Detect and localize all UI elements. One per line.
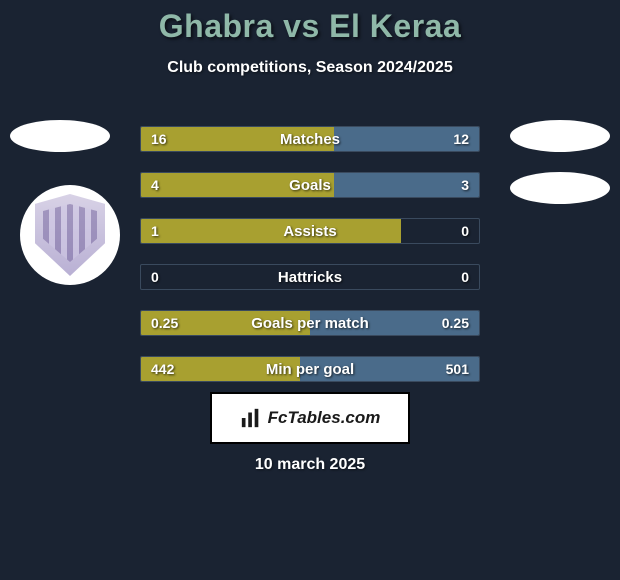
player-right-badge-1 [510, 120, 610, 152]
shield-icon [35, 194, 105, 276]
bar-fill-left [141, 357, 300, 381]
source-badge: FcTables.com [210, 392, 410, 444]
stat-value-right: 0 [461, 219, 469, 243]
bar-fill-right [310, 311, 479, 335]
stat-value-left: 0 [151, 265, 159, 289]
bar-fill-right [300, 357, 479, 381]
player-right-badge-2 [510, 172, 610, 204]
bar-fill-left [141, 311, 310, 335]
stat-row: Matches1612 [140, 126, 480, 152]
date-label: 10 march 2025 [0, 456, 620, 474]
stat-row: Min per goal442501 [140, 356, 480, 382]
stat-row: Goals per match0.250.25 [140, 310, 480, 336]
club-crest-left [20, 185, 120, 285]
bar-fill-left [141, 219, 401, 243]
stat-value-right: 0 [461, 265, 469, 289]
bar-fill-right [334, 127, 479, 151]
stat-label: Hattricks [141, 265, 479, 289]
stat-row: Assists10 [140, 218, 480, 244]
bar-chart-icon [240, 407, 262, 429]
source-label: FcTables.com [268, 408, 381, 428]
stat-row: Goals43 [140, 172, 480, 198]
bar-fill-left [141, 173, 334, 197]
comparison-infographic: Ghabra vs El Keraa Club competitions, Se… [0, 0, 620, 580]
bar-fill-left [141, 127, 334, 151]
player-left-badge-1 [10, 120, 110, 152]
stat-bars: Matches1612Goals43Assists10Hattricks00Go… [140, 126, 480, 402]
subtitle: Club competitions, Season 2024/2025 [0, 59, 620, 77]
page-title: Ghabra vs El Keraa [0, 8, 620, 45]
bar-fill-right [334, 173, 479, 197]
stat-row: Hattricks0 0 [140, 264, 480, 290]
